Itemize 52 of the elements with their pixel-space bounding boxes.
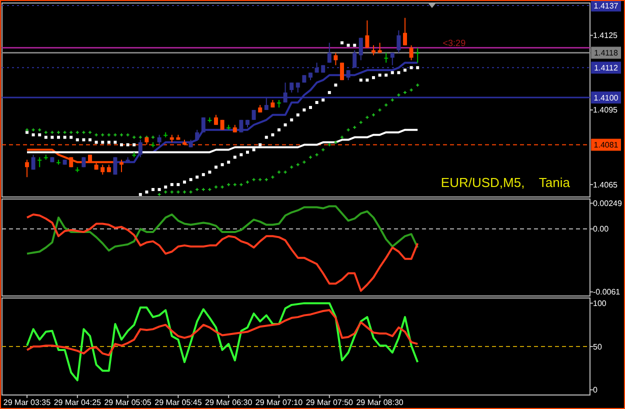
candlestick [138,139,142,158]
ref-line-label: 1.4100 [594,93,619,102]
candlestick [396,30,401,54]
ref-line-label: 1.4118 [594,48,618,58]
y-tick-label: 1.4095 [593,106,618,115]
candlestick [390,52,394,66]
candlestick [239,119,244,133]
x-tick-label: 29 Mar 06:30 [205,398,253,407]
line-series [26,213,419,292]
x-tick-label: 29 Mar 04:25 [54,398,102,407]
y-tick-label: 0.00249 [593,199,622,208]
candlestick [25,159,29,178]
x-tick-label: 29 Mar 05:05 [104,398,152,407]
line-series [26,302,419,382]
candlestick [358,37,363,61]
candlestick [38,156,42,168]
y-tick-label: 100 [593,298,607,308]
candlestick [31,154,36,170]
x-tick-label: 29 Mar 03:35 [3,398,52,407]
candlestick [327,42,332,64]
y-tick-label: 0.00 [593,224,610,234]
line-series [26,309,419,356]
candlestick [346,70,350,81]
ref-line-label: 1.4081 [594,140,619,150]
ref-line-label: 1.4112 [594,63,618,72]
y-tick-label: 1.4125 [593,31,618,40]
line-series [26,128,419,154]
x-tick-label: 29 Mar 05:45 [154,398,202,407]
line-series [26,205,419,255]
candlestick [157,134,162,146]
y-tick-label: 0 [593,386,598,395]
candlestick [214,114,218,126]
candlestick [365,20,370,48]
ref-line-label: 1.4137 [594,1,619,10]
x-tick-label: 29 Mar 08:30 [356,398,404,407]
x-tick-label: 29 Mar 07:10 [255,398,304,407]
candlestick [416,47,420,64]
candlestick [334,52,338,66]
y-tick-label: -0.0061 [593,288,621,297]
text: EUR/USD,M5, Tania [440,175,571,190]
candlestick [409,44,414,61]
y-tick-label: 1.4065 [593,180,618,190]
annotation: <3:29 [442,38,466,48]
candlestick [201,116,206,133]
candlestick [290,82,294,94]
candlestick [120,159,124,173]
candlestick [195,129,200,140]
candlestick [403,17,407,46]
candlestick [296,82,300,94]
y-tick-label: 50 [593,342,602,352]
candlestick [384,52,388,64]
x-tick-label: 29 Mar 07:50 [306,398,354,407]
